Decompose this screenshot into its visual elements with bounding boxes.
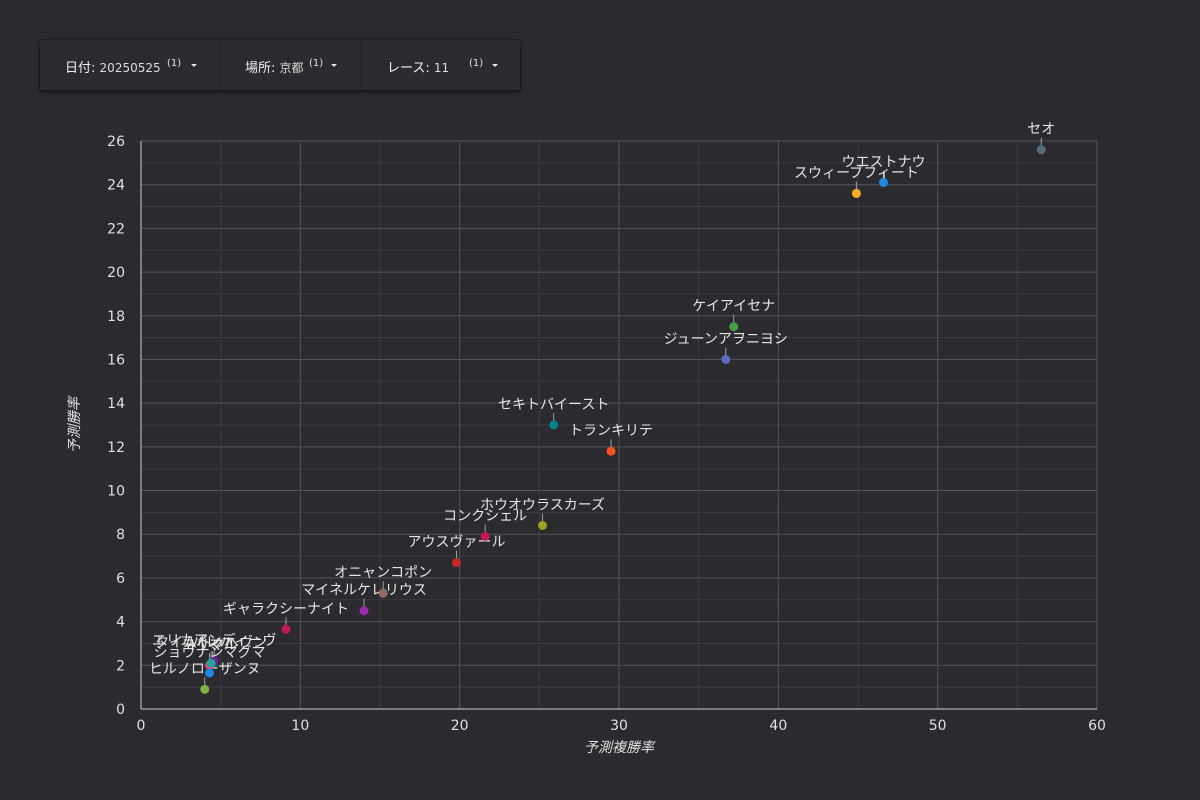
point-label: ホウオウラスカーズ (480, 497, 605, 513)
y-axis-title: 予測勝率 (67, 395, 83, 453)
y-tick-label: 6 (116, 571, 125, 587)
date-filter[interactable]: 日付: 20250525 (1) (40, 40, 221, 90)
data-point (200, 684, 210, 694)
dropdown-arrow-icon (191, 64, 197, 67)
y-tick-label: 10 (107, 484, 125, 500)
point-label: タイムトゥヘヴン (155, 634, 267, 651)
y-tick-label: 12 (107, 440, 125, 456)
data-point (549, 420, 559, 430)
date-filter-count: (1) (167, 58, 182, 69)
data-point (378, 588, 388, 598)
point-label: オニャンコポン (334, 565, 432, 581)
point-label: アウスヴァール (407, 534, 505, 551)
point-label: スウィーブフィート (794, 164, 919, 181)
point-label: ウエストナウ (841, 155, 925, 171)
y-tick-label: 18 (107, 309, 125, 325)
x-tick-label: 10 (291, 718, 309, 734)
point-label: ケイアイセナ (692, 299, 775, 315)
data-point (729, 322, 739, 332)
data-point (205, 668, 215, 678)
data-point (480, 531, 490, 541)
point-label: マイネルケレリウス (301, 583, 427, 599)
data-point (359, 606, 369, 616)
data-point (721, 354, 731, 364)
x-tick-label: 30 (610, 718, 628, 734)
data-point (538, 520, 548, 530)
x-tick-label: 20 (451, 718, 469, 734)
y-tick-label: 24 (107, 178, 125, 194)
point-label: ジューンアヲニヨシ (664, 331, 788, 347)
point-label: パレハ (192, 635, 234, 651)
y-tick-label: 8 (116, 527, 125, 543)
point-label: コンクシェル (443, 508, 527, 524)
place-filter-label: 場所: 京都 (245, 61, 304, 76)
data-point (1036, 145, 1046, 155)
dropdown-arrow-icon (331, 64, 337, 67)
race-filter-value: 11 (433, 61, 450, 75)
data-point (851, 188, 861, 198)
y-tick-label: 20 (107, 265, 125, 281)
y-tick-label: 0 (116, 702, 125, 718)
y-tick-label: 4 (116, 615, 125, 631)
x-tick-label: 40 (769, 718, 787, 734)
data-point (206, 658, 216, 668)
point-label: ショウナンマグマ (154, 645, 266, 661)
y-tick-label: 2 (116, 658, 125, 674)
point-label: セキトバイースト (498, 397, 609, 413)
y-tick-label: 16 (107, 352, 125, 368)
date-filter-label: 日付: 20250525 (65, 61, 161, 76)
x-tick-label: 50 (929, 718, 947, 734)
y-tick-label: 14 (107, 396, 125, 412)
x-tick-label: 0 (137, 718, 146, 734)
date-filter-value: 20250525 (99, 61, 161, 75)
race-filter-count: (1) (469, 58, 484, 69)
place-filter-count: (1) (309, 58, 324, 69)
filter-bar: 日付: 20250525 (1) 場所: 京都 (1) レース: 11 (1) (40, 40, 520, 90)
data-point (281, 624, 291, 634)
data-point (451, 558, 461, 568)
x-axis-title: 予測複勝率 (584, 740, 656, 756)
race-filter[interactable]: レース: 11 (1) (361, 40, 520, 90)
point-label: ヨリマル (182, 637, 238, 653)
point-label: ヒルノローザンヌ (149, 661, 261, 677)
data-point (878, 178, 888, 188)
dropdown-arrow-icon (492, 64, 498, 67)
x-tick-label: 60 (1088, 718, 1106, 734)
point-label: トランキリテ (569, 423, 653, 439)
place-filter-value: 京都 (279, 61, 304, 75)
data-point (606, 446, 616, 456)
place-filter[interactable]: 場所: 京都 (1) (221, 40, 361, 90)
y-tick-label: 26 (107, 134, 125, 150)
point-label: セオ (1027, 122, 1055, 138)
y-tick-label: 22 (107, 221, 125, 237)
point-label: エリカアンディーヴ (152, 632, 276, 649)
point-label: ギャラクシーナイト (223, 601, 349, 617)
race-filter-label: レース: 11 (387, 61, 450, 76)
